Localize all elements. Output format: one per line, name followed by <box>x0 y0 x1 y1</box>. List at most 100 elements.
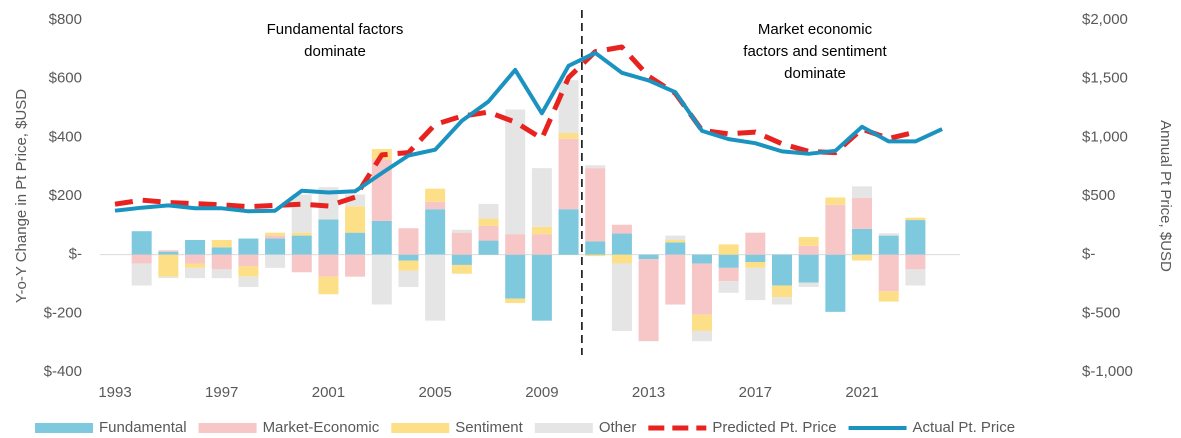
bar <box>211 269 232 279</box>
x-tick-label: 2013 <box>632 384 665 401</box>
bar <box>745 262 766 268</box>
annotation: dominate <box>784 65 846 82</box>
bar <box>265 254 286 268</box>
bar <box>772 285 792 298</box>
bar <box>478 203 499 219</box>
legend-label: Fundamental <box>99 419 187 436</box>
bar <box>265 238 286 255</box>
bar <box>585 168 606 242</box>
bar <box>238 276 259 287</box>
bar <box>291 235 312 255</box>
bar <box>451 254 472 265</box>
x-tick-label: 2009 <box>525 384 558 401</box>
bar <box>718 267 739 282</box>
y2-tick-label: $1,000 <box>1082 128 1128 145</box>
bar <box>878 235 899 255</box>
bar <box>478 218 499 226</box>
bar <box>531 168 552 227</box>
bar <box>238 238 259 255</box>
bar <box>371 254 392 305</box>
bar <box>478 225 499 241</box>
bar <box>451 229 472 233</box>
bar <box>852 228 873 255</box>
bar <box>691 330 712 342</box>
bar <box>665 235 686 240</box>
bar <box>531 226 552 235</box>
bar <box>878 291 899 302</box>
y2-tick-label: $- <box>1082 246 1095 263</box>
bar <box>585 165 606 169</box>
x-tick-label: 1997 <box>205 384 238 401</box>
bar <box>825 197 846 205</box>
y2-tick-label: $-1,000 <box>1082 363 1133 380</box>
y2-tick-label: $1,500 <box>1082 70 1128 87</box>
bar <box>905 269 926 286</box>
legend-label: Actual Pt. Price <box>913 419 1016 436</box>
bar <box>158 251 179 255</box>
bar <box>825 254 846 312</box>
bar <box>318 187 339 220</box>
bar <box>691 314 712 331</box>
line <box>114 50 943 214</box>
bar <box>291 194 312 233</box>
bar <box>318 219 339 255</box>
bar <box>745 254 766 262</box>
bar <box>398 254 419 261</box>
y-tick-label: $200 <box>49 187 82 204</box>
bar <box>638 254 659 260</box>
bar <box>318 254 339 277</box>
bar <box>905 254 926 270</box>
y-tick-label: $-400 <box>44 363 82 380</box>
bar <box>131 263 152 286</box>
x-tick-label: 2021 <box>845 384 878 401</box>
bar <box>238 254 259 267</box>
bar <box>772 254 792 286</box>
bar <box>852 198 873 229</box>
bar <box>398 228 419 255</box>
bar <box>505 109 526 235</box>
x-tick-label: 2005 <box>418 384 451 401</box>
legend-swatch <box>35 423 93 433</box>
bar <box>318 276 339 295</box>
annotation: factors and sentiment <box>743 43 887 60</box>
bar <box>158 254 179 277</box>
bar <box>505 254 526 299</box>
y-tick-label: $600 <box>49 70 82 87</box>
bar <box>345 194 366 207</box>
bar <box>798 245 819 255</box>
bar <box>265 235 286 239</box>
bar <box>425 254 446 321</box>
bar <box>691 254 712 264</box>
bar <box>665 242 686 255</box>
bar <box>158 250 179 252</box>
bar <box>585 254 606 257</box>
bar <box>558 209 579 255</box>
bar <box>425 188 446 202</box>
bar <box>185 263 206 268</box>
bar <box>265 232 286 236</box>
bar <box>718 281 739 293</box>
y-tick-label: $-200 <box>44 304 82 321</box>
bar <box>905 220 926 255</box>
bar <box>772 297 792 305</box>
bar <box>745 267 766 301</box>
y-axis-label: Y-o-Y Change in Pt Price, $USD <box>13 89 30 303</box>
bar <box>611 254 632 264</box>
bar <box>878 254 899 292</box>
bar <box>238 266 259 277</box>
bar <box>211 247 232 255</box>
bar <box>718 244 739 255</box>
bar <box>798 254 819 283</box>
bar <box>425 209 446 255</box>
bar <box>185 267 206 279</box>
bar <box>878 233 899 236</box>
x-tick-label: 2017 <box>739 384 772 401</box>
annotation: Market economic <box>758 21 873 38</box>
bar <box>478 240 499 255</box>
bar <box>398 270 419 287</box>
legend-label: Sentiment <box>455 419 523 436</box>
bar <box>611 224 632 234</box>
bar <box>718 254 739 268</box>
bar <box>211 254 232 270</box>
